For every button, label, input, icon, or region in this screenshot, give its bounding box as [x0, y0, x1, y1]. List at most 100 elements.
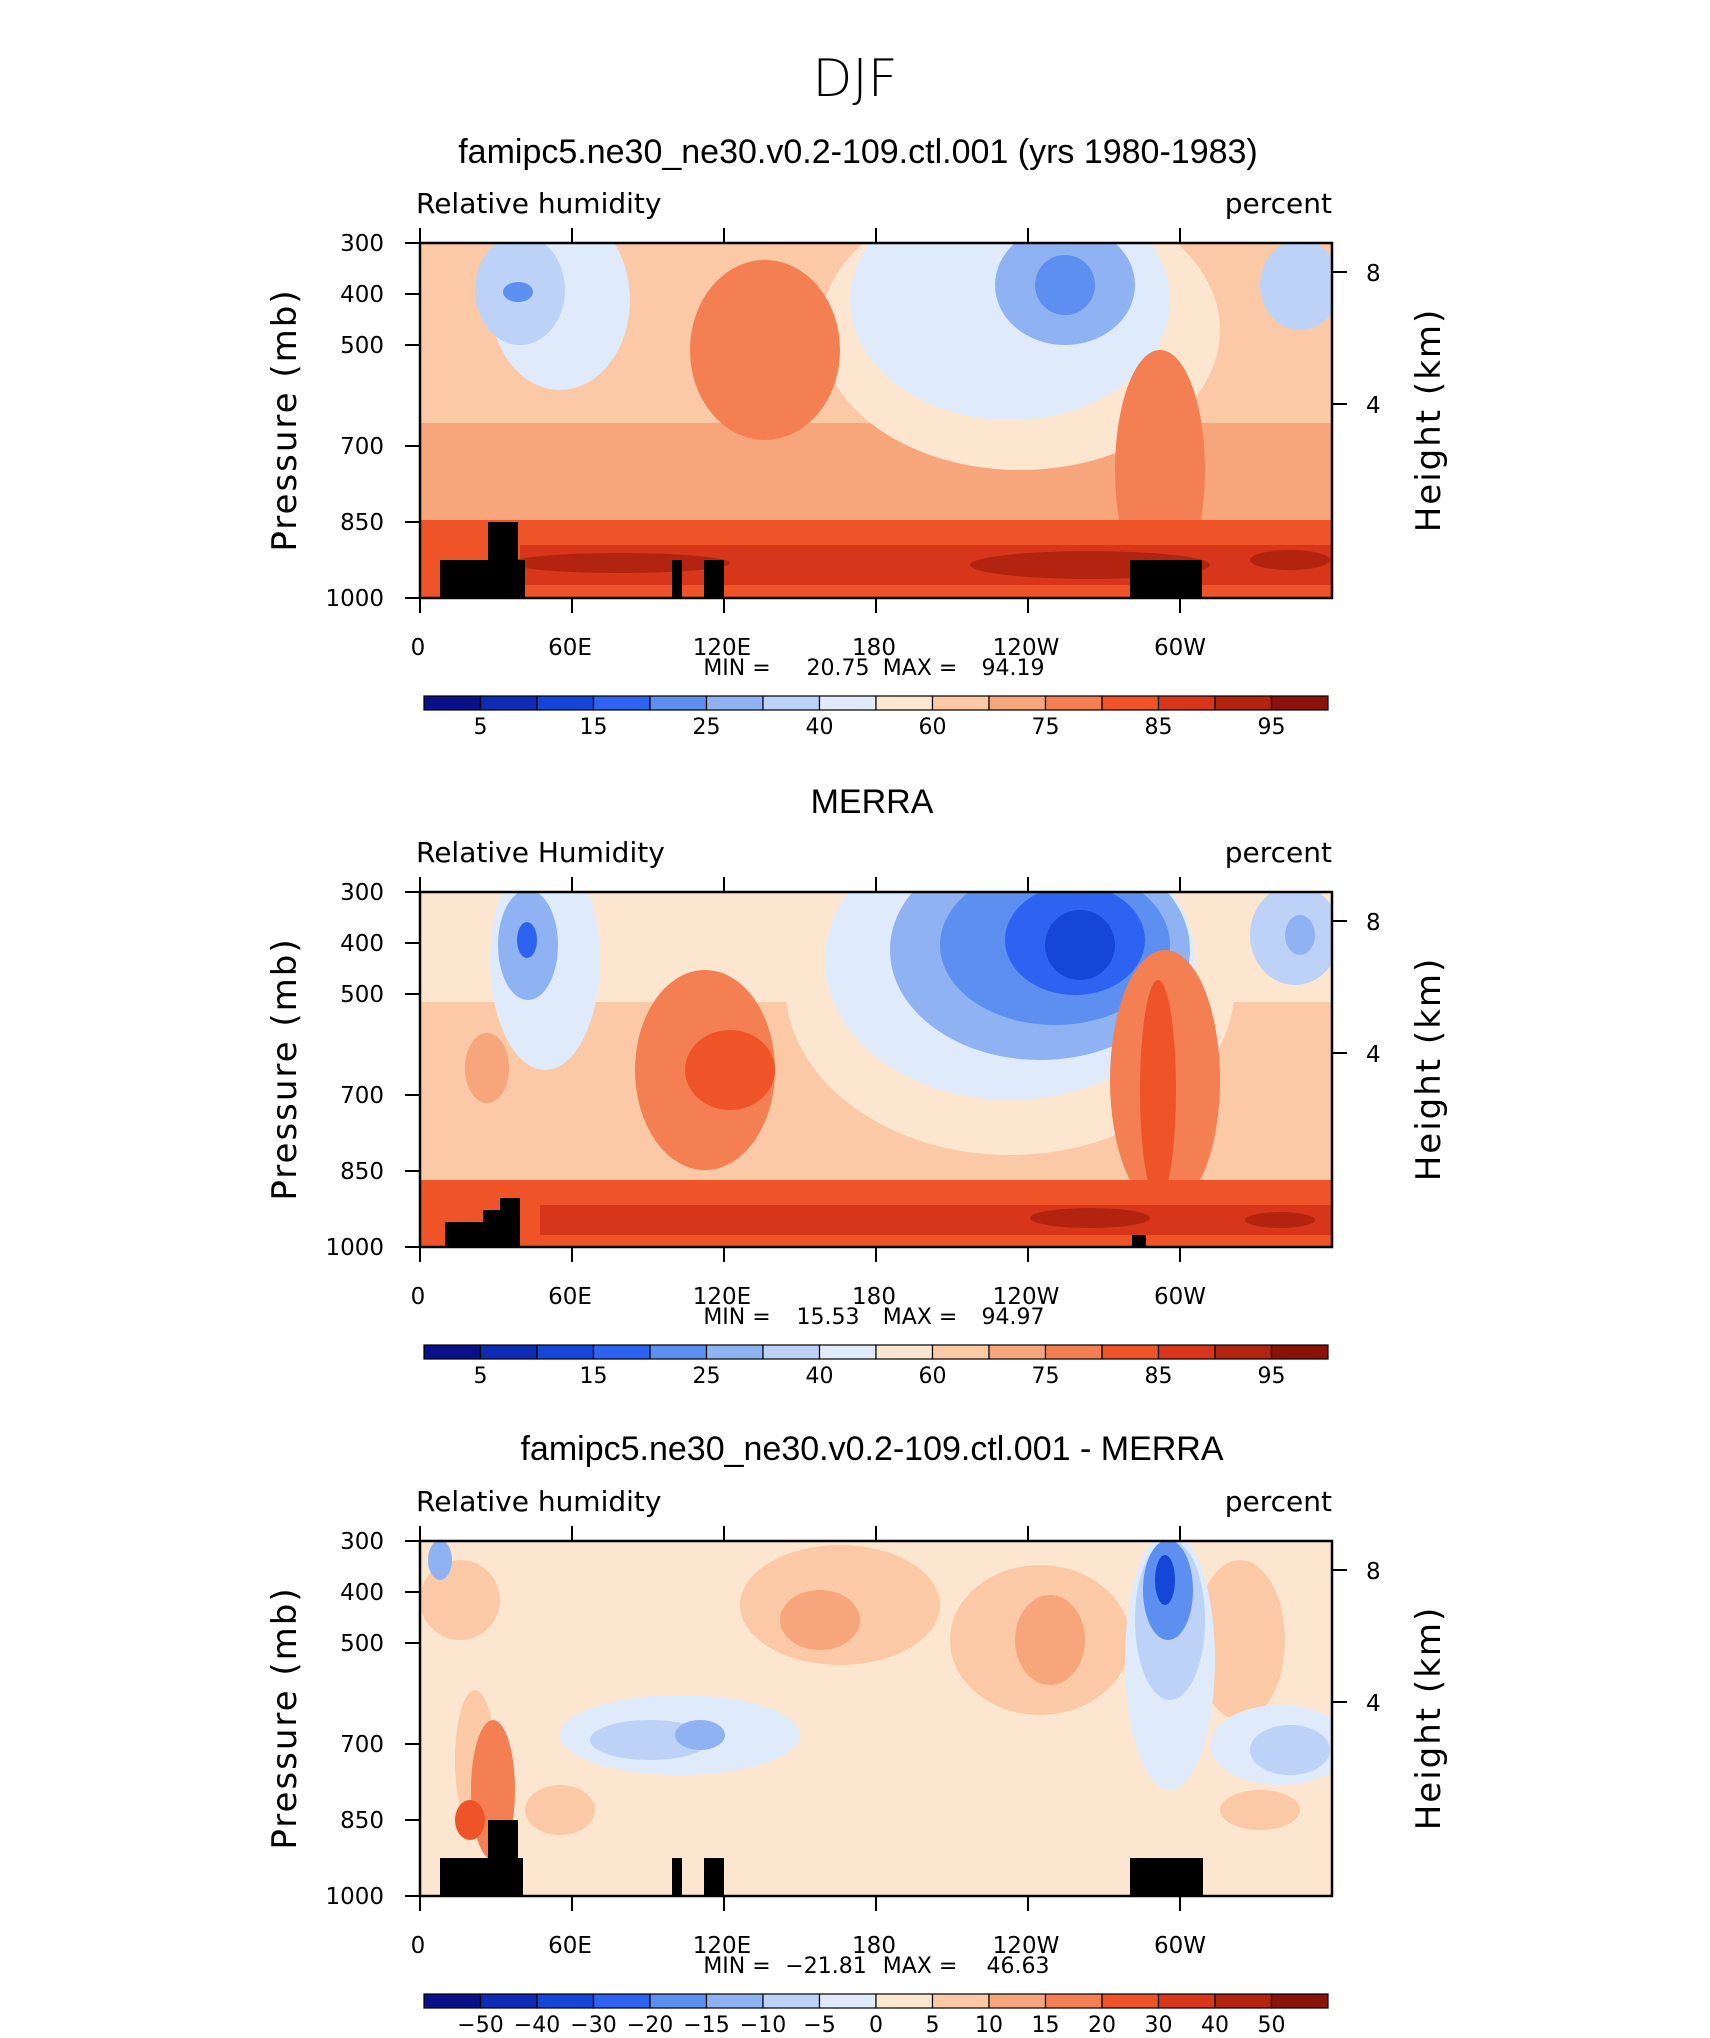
left-label: Relative Humidity — [416, 836, 665, 869]
colorbar-label: 40 — [806, 715, 834, 740]
colorbar-label: 95 — [1258, 715, 1286, 740]
colorbar-label: 95 — [1258, 1364, 1286, 1389]
colorbar-swatch — [705, 695, 764, 711]
colorbar-label: 15 — [580, 1364, 608, 1389]
colorbar-label: 25 — [693, 715, 721, 740]
max-label: MAX = — [883, 656, 958, 681]
colorbar-swatch — [536, 1993, 595, 2009]
colorbar-label: 40 — [1201, 2013, 1229, 2038]
stats-line: MIN = −21.81 MAX = 46.63 — [703, 1954, 1049, 1979]
colorbar-label: 0 — [869, 2013, 883, 2038]
y2-tick-label: 8 — [1366, 1559, 1381, 1585]
colorbar-swatch — [1270, 1344, 1329, 1360]
colorbar-swatch — [1157, 695, 1216, 711]
y-tick-label: 850 — [340, 510, 384, 536]
x-tick-label: 120W — [993, 1284, 1060, 1310]
max-value: 46.63 — [987, 1954, 1050, 1979]
colorbar-label: 30 — [1145, 2013, 1173, 2038]
colorbar-label: 85 — [1145, 1364, 1173, 1389]
y-tick-label: 400 — [340, 282, 384, 308]
colorbar-swatch — [1270, 695, 1329, 711]
y-tick-label: 500 — [340, 1631, 384, 1657]
x-tick-label: 180 — [852, 1284, 896, 1310]
colorbar-swatch — [988, 1993, 1047, 2009]
y-tick-label: 500 — [340, 333, 384, 359]
colorbar-swatch — [931, 1344, 990, 1360]
panel-merra: MERRA Relative Humidity percent — [265, 783, 1449, 1389]
colorbar-label: 15 — [580, 715, 608, 740]
colorbar-swatch — [762, 695, 821, 711]
min-value: −21.81 — [785, 1954, 866, 1979]
colorbar-label: 25 — [693, 1364, 721, 1389]
colorbar: 5 15 25 40 60 75 85 95 — [423, 695, 1329, 740]
y2-axis: 8 4 — [1332, 261, 1381, 419]
colorbar-swatch — [818, 695, 877, 711]
colorbar-swatch — [1214, 695, 1273, 711]
colorbar-label: −15 — [683, 2013, 729, 2038]
colorbar-swatch — [988, 1344, 1047, 1360]
colorbar-swatch — [1044, 695, 1103, 711]
colorbar-swatch — [762, 1344, 821, 1360]
colorbar-swatch — [818, 1344, 877, 1360]
colorbar-swatch — [479, 695, 538, 711]
y-tick-label: 700 — [340, 1732, 384, 1758]
right-label: percent — [1225, 1485, 1332, 1518]
colorbar-label: 10 — [975, 2013, 1003, 2038]
colorbar-swatch — [592, 695, 651, 711]
y-axis-title: Pressure (mb) — [265, 288, 305, 551]
right-label: percent — [1225, 187, 1332, 220]
x-tick-label: 0 — [411, 1933, 426, 1959]
min-label: MIN = — [703, 1305, 770, 1330]
colorbar-swatch — [875, 1344, 934, 1360]
x-tick-label: 120E — [693, 635, 751, 661]
x-axis: 0 60E 120E 180 120W 60W — [411, 877, 1206, 1310]
min-value: 15.53 — [797, 1305, 860, 1330]
y-tick-label: 400 — [340, 931, 384, 957]
colorbar-swatch — [818, 1993, 877, 2009]
colorbar-swatch — [479, 1344, 538, 1360]
x-tick-label: 60E — [548, 1284, 592, 1310]
max-value: 94.97 — [982, 1305, 1045, 1330]
x-tick-label: 60W — [1154, 1933, 1206, 1959]
y-tick-label: 500 — [340, 982, 384, 1008]
right-label: percent — [1225, 836, 1332, 869]
colorbar-label: 60 — [919, 1364, 947, 1389]
colorbar-label: 75 — [1032, 715, 1060, 740]
panel-difference: famipc5.ne30_ne30.v0.2-109.ctl.001 - MER… — [265, 1430, 1449, 2038]
contour-field — [420, 1541, 1332, 1896]
y2-axis: 8 4 — [1332, 910, 1381, 1068]
colorbar-label: 5 — [926, 2013, 940, 2038]
x-tick-label: 0 — [411, 1284, 426, 1310]
y2-axis-title: Height (km) — [1409, 308, 1449, 533]
colorbar-label: 5 — [474, 715, 488, 740]
colorbar: −50 −40 −30 −20 −15 −10 −5 0 5 10 15 20 30 40 50 — [423, 1993, 1329, 2038]
colorbar-label: −30 — [570, 2013, 616, 2038]
x-tick-label: 60W — [1154, 1284, 1206, 1310]
colorbar-label: 40 — [806, 1364, 834, 1389]
colorbar-swatch — [1270, 1993, 1329, 2009]
colorbar-swatch — [479, 1993, 538, 2009]
y-tick-label: 300 — [340, 1529, 384, 1555]
colorbar-label: −10 — [740, 2013, 786, 2038]
y-tick-label: 700 — [340, 434, 384, 460]
y2-tick-label: 8 — [1366, 261, 1381, 287]
x-tick-label: 60E — [548, 1933, 592, 1959]
x-tick-label: 0 — [411, 635, 426, 661]
y-axis: 300 400 500 700 850 1000 — [325, 231, 420, 612]
colorbar-swatch — [536, 695, 595, 711]
y-tick-label: 1000 — [325, 1884, 384, 1910]
y2-tick-label: 4 — [1366, 1691, 1381, 1717]
max-label: MAX = — [883, 1305, 958, 1330]
y-tick-label: 1000 — [325, 586, 384, 612]
colorbar-swatch — [536, 1344, 595, 1360]
colorbar-swatch — [649, 1344, 708, 1360]
colorbar: 5 15 25 40 60 75 85 95 — [423, 1344, 1329, 1389]
colorbar-swatch — [875, 695, 934, 711]
colorbar-swatch — [1157, 1993, 1216, 2009]
y2-axis: 8 4 — [1332, 1559, 1381, 1717]
min-value: 20.75 — [807, 656, 870, 681]
x-tick-label: 180 — [852, 635, 896, 661]
panel-title: famipc5.ne30_ne30.v0.2-109.ctl.001 (yrs … — [458, 133, 1258, 171]
x-tick-label: 60E — [548, 635, 592, 661]
